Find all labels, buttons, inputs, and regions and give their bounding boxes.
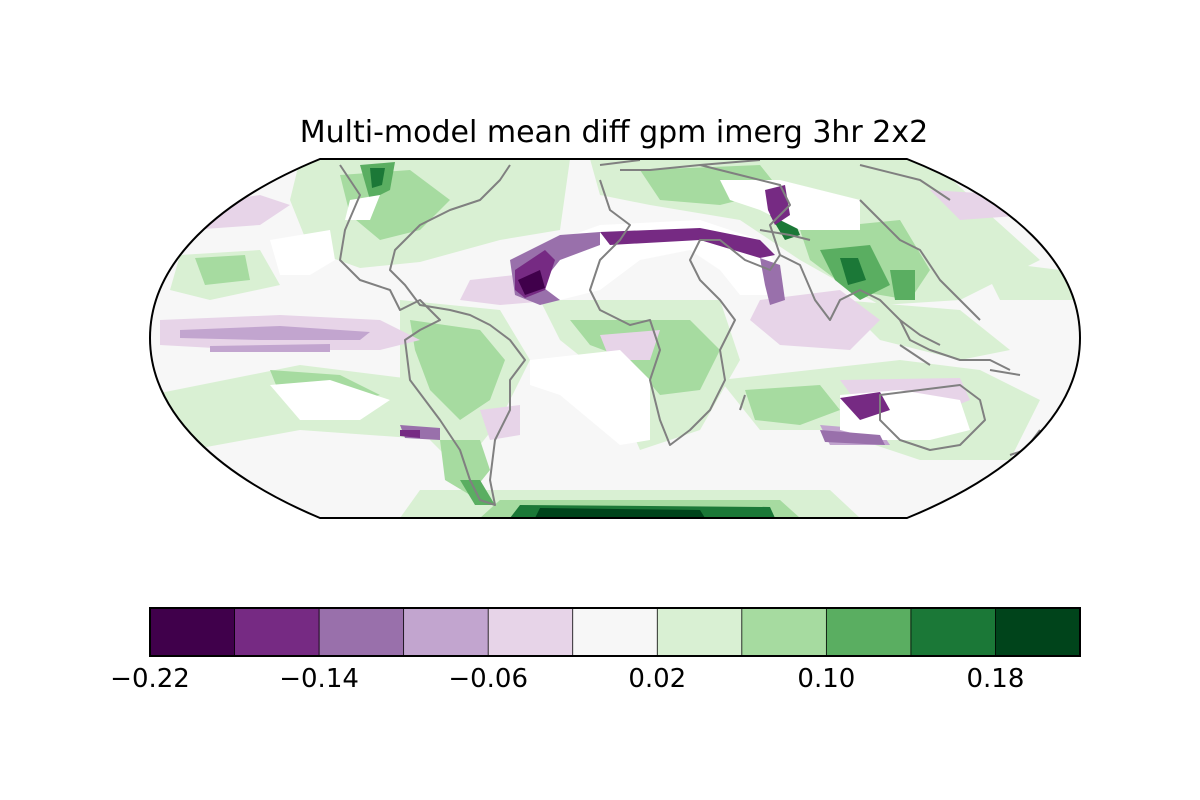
colorbar-tick-label: 0.02 [628,664,686,694]
southern-ocean-positive-band [480,500,800,518]
colorbar-bin-1 [149,607,236,657]
colorbar-bin-10 [910,607,997,657]
colorbar-bin-6 [572,607,659,657]
map-field [150,159,1080,518]
colorbar-tick-label: −0.06 [448,664,528,694]
colorbar-tick-label: −0.22 [110,664,190,694]
west-africa-negative-anomaly [400,185,890,445]
australia-negative-edge [840,392,890,420]
colorbar-bin-7 [656,607,743,657]
colorbar-tick-label: −0.14 [279,664,359,694]
colorbar-bin-5 [487,607,574,657]
colorbar-bin-4 [403,607,490,657]
tibet-positive-anomaly [840,258,866,285]
south-atlantic-dry-region [530,350,650,445]
colorbar-bin-3 [318,607,405,657]
colorbar-tick-label: 0.10 [797,664,855,694]
map-outline [148,158,1082,519]
pacific-negative-band [180,326,370,340]
colorbar-frame [149,607,1081,657]
north-sahara-negative-band [600,228,775,258]
coastlines [339,159,1041,506]
map [148,158,1082,519]
colorbar-bin-8 [741,607,828,657]
colorbar: −0.22 −0.14 −0.06 0.02 0.10 0.18 [110,607,1081,694]
colorbar-bin-2 [234,607,320,657]
north-pacific-dry-region [270,230,335,275]
map-title: Multi-model mean diff gpm imerg 3hr 2x2 [300,115,928,150]
colorbar-tick-label: 0.18 [967,664,1025,694]
colorbar-bin-11 [995,607,1081,657]
colorbar-bin-9 [825,607,912,657]
